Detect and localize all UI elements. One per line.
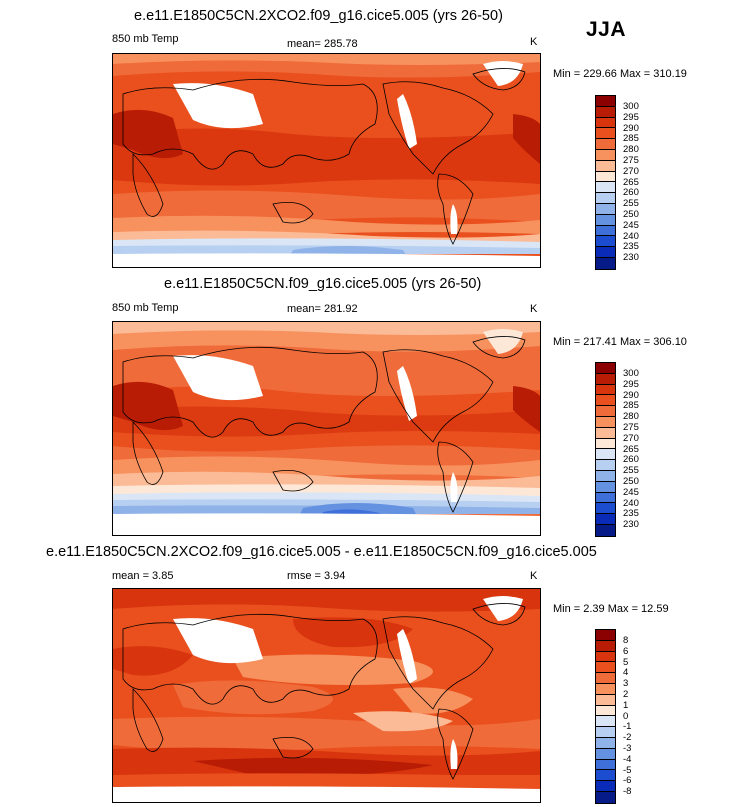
colorbar-label: 285 xyxy=(623,133,639,145)
colorbar-label: 295 xyxy=(623,111,639,123)
map-plot xyxy=(112,588,541,803)
colorbar-label: 250 xyxy=(623,209,639,220)
colorbar-label: 3 xyxy=(623,678,629,690)
unit-label: K xyxy=(530,36,538,48)
colorbar-label: 1 xyxy=(623,699,629,711)
colorbar-label: 260 xyxy=(623,187,639,199)
panel-title: e.e11.E1850C5CN.f09_g16.cice5.005 (yrs 2… xyxy=(164,276,482,292)
colorbar-label: 230 xyxy=(623,519,639,531)
colorbar-label: 255 xyxy=(623,198,639,210)
colorbar-label: 290 xyxy=(623,389,639,401)
colorbar-label: 270 xyxy=(623,432,639,444)
colorbar-label: 265 xyxy=(623,176,639,188)
colorbar-label: 5 xyxy=(623,656,629,668)
colorbar-label: 280 xyxy=(623,144,639,156)
colorbar-label: -4 xyxy=(623,753,632,765)
minmax-label: Min = 229.66 Max = 310.19 xyxy=(553,68,687,80)
colorbar-label: 250 xyxy=(623,476,639,487)
panel-title: e.e11.E1850C5CN.2XCO2.f09_g16.cice5.005 … xyxy=(46,544,597,560)
colorbar-label: -8 xyxy=(623,786,632,798)
map-plot xyxy=(112,321,541,536)
minmax-label: Min = 2.39 Max = 12.59 xyxy=(553,603,669,615)
colorbar-label: -5 xyxy=(623,764,632,776)
colorbar-label: -2 xyxy=(623,732,632,744)
colorbar-label: 265 xyxy=(623,443,639,455)
mean-label: mean= 281.92 xyxy=(287,303,358,315)
colorbar-label: 6 xyxy=(623,645,629,657)
mean-label: mean= 285.78 xyxy=(287,38,358,50)
colorbar-label: -6 xyxy=(623,775,632,787)
colorbar-label: 295 xyxy=(623,378,639,390)
colorbar-label: 255 xyxy=(623,465,639,477)
colorbar-label: -3 xyxy=(623,743,632,754)
colorbar-label: 300 xyxy=(623,368,639,379)
colorbar-label: 230 xyxy=(623,252,639,264)
colorbar-label: 275 xyxy=(623,422,639,433)
colorbar-label: 240 xyxy=(623,497,639,509)
colorbar-label: 235 xyxy=(623,241,639,253)
colorbar-label: 280 xyxy=(623,411,639,423)
season-label: JJA xyxy=(586,18,627,41)
colorbar xyxy=(595,95,616,270)
map-plot xyxy=(112,53,541,268)
field-label: 850 mb Temp xyxy=(112,33,179,45)
unit-label: K xyxy=(530,570,538,582)
minmax-label: Min = 217.41 Max = 306.10 xyxy=(553,336,687,348)
colorbar-label: 235 xyxy=(623,508,639,520)
colorbar-label: 270 xyxy=(623,165,639,177)
field-label: 850 mb Temp xyxy=(112,302,179,314)
colorbar-label: 240 xyxy=(623,230,639,242)
colorbar-label: 8 xyxy=(623,635,629,646)
colorbar-label: 300 xyxy=(623,101,639,112)
panel-title: e.e11.E1850C5CN.2XCO2.f09_g16.cice5.005 … xyxy=(134,8,503,24)
colorbar-label: 275 xyxy=(623,155,639,166)
colorbar-label: 285 xyxy=(623,400,639,412)
colorbar-label: -1 xyxy=(623,721,632,733)
colorbar-label: 2 xyxy=(623,689,629,700)
colorbar-label: 245 xyxy=(623,486,639,498)
mean-label: mean = 3.85 xyxy=(112,570,174,582)
colorbar xyxy=(595,362,616,537)
colorbar xyxy=(595,629,616,804)
colorbar-label: 4 xyxy=(623,667,629,679)
colorbar-label: 260 xyxy=(623,454,639,466)
colorbar-label: 0 xyxy=(623,710,629,722)
rmse-label: rmse = 3.94 xyxy=(287,570,346,582)
colorbar-label: 245 xyxy=(623,219,639,231)
colorbar-label: 290 xyxy=(623,122,639,134)
unit-label: K xyxy=(530,303,538,315)
